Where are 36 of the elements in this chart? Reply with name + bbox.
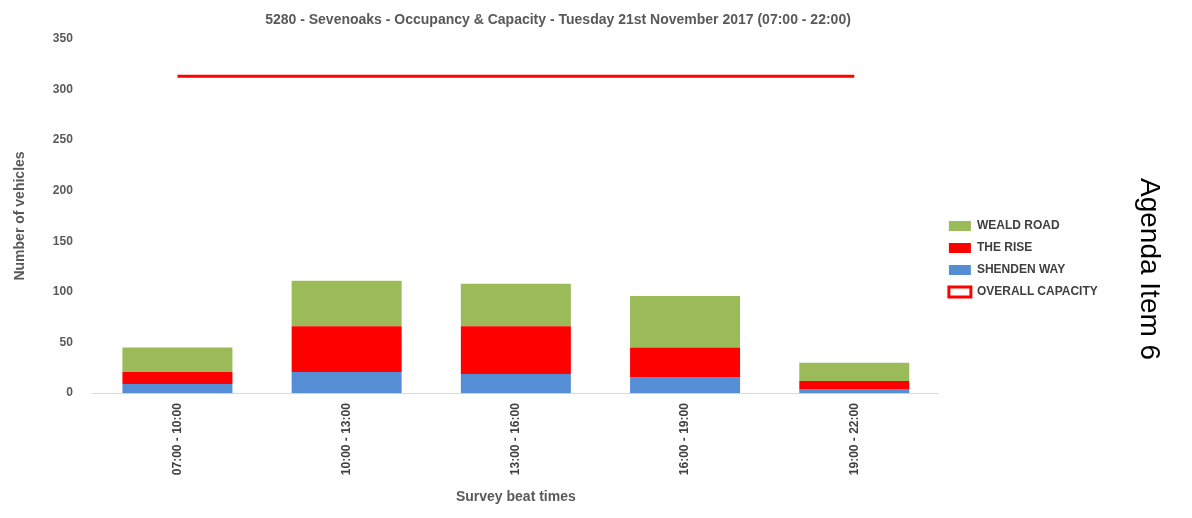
x-tick-label: 07:00 - 10:00 bbox=[169, 402, 184, 476]
x-tick-label: 10:00 - 13:00 bbox=[338, 402, 353, 476]
bar bbox=[799, 362, 910, 381]
y-tick-label: 50 bbox=[59, 334, 74, 349]
y-axis-title: Number of vehicles bbox=[11, 151, 28, 281]
y-tick-label: 150 bbox=[52, 233, 74, 248]
legend-label: THE RISE bbox=[976, 240, 1033, 255]
x-axis-title: Survey beat times bbox=[455, 488, 576, 505]
bar bbox=[460, 326, 571, 374]
bar bbox=[122, 371, 233, 385]
y-tick-label: 200 bbox=[52, 182, 74, 197]
bar bbox=[122, 384, 233, 394]
legend-label: WEALD ROAD bbox=[976, 218, 1060, 233]
chart-title: 5280 - Sevenoaks - Occupancy & Capacity - Tuesday 21st November 2017 (07:00 - 22:00) bbox=[265, 11, 851, 28]
bar bbox=[630, 347, 741, 377]
text: Agenda Item 6 bbox=[1134, 178, 1166, 361]
bar bbox=[291, 371, 402, 394]
bar bbox=[799, 389, 910, 394]
legend-label: OVERALL CAPACITY bbox=[976, 284, 1098, 299]
x-tick-label: 19:00 - 22:00 bbox=[846, 402, 861, 476]
bar bbox=[799, 381, 910, 390]
bar bbox=[630, 295, 741, 348]
x-tick-label: 16:00 - 19:00 bbox=[677, 402, 692, 476]
bar bbox=[460, 283, 571, 327]
bar bbox=[291, 280, 402, 327]
bar bbox=[291, 326, 402, 372]
y-tick-label: 0 bbox=[66, 385, 74, 400]
bar bbox=[630, 376, 741, 394]
bar bbox=[122, 347, 233, 372]
y-tick-label: 250 bbox=[52, 132, 74, 147]
bar bbox=[460, 373, 571, 394]
legend-label: SHENDEN WAY bbox=[976, 262, 1066, 277]
y-tick-label: 350 bbox=[52, 31, 74, 46]
y-tick-label: 300 bbox=[52, 81, 74, 96]
y-tick-label: 100 bbox=[52, 284, 74, 299]
x-tick-label: 13:00 - 16:00 bbox=[508, 402, 523, 476]
